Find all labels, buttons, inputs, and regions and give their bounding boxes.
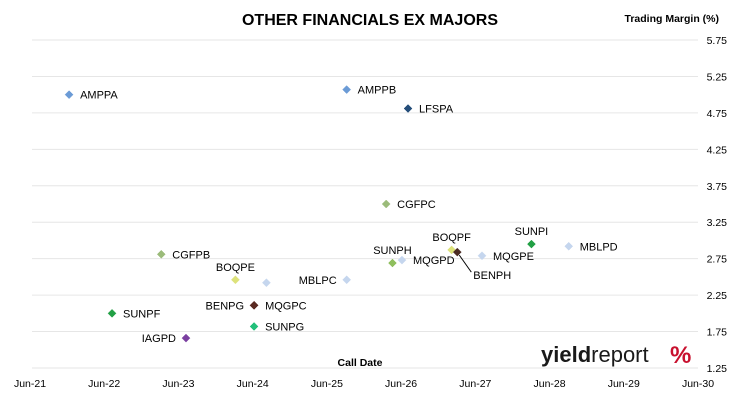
x-tick-label: Jun-28 bbox=[534, 378, 566, 390]
data-point-label: CGFPC bbox=[397, 199, 436, 211]
y-tick-label: 4.25 bbox=[707, 144, 728, 156]
data-point-marker bbox=[107, 308, 117, 318]
x-tick-label: Jun-22 bbox=[88, 378, 120, 390]
data-point-label: MQGPD bbox=[413, 255, 455, 267]
y-tick-label: 2.25 bbox=[707, 290, 728, 302]
x-tick-label: Jun-26 bbox=[385, 378, 417, 390]
data-point-label: BENPG bbox=[206, 300, 245, 312]
brand-percent-symbol: % bbox=[670, 342, 691, 369]
y-tick-label: 3.75 bbox=[707, 181, 728, 193]
data-point-marker bbox=[342, 85, 352, 94]
data-points: AMPPA AMPPB LFSPA CGFPC SUNPI MBLPD BOQPF BENPH… bbox=[64, 85, 618, 345]
yieldreport-logo: yieldreport % bbox=[541, 342, 691, 369]
data-point-marker bbox=[156, 249, 166, 259]
data-point-label: MQGPC bbox=[265, 300, 307, 312]
data-point-marker bbox=[477, 251, 487, 261]
data-point-marker bbox=[452, 247, 462, 257]
data-point-label: SUNPH bbox=[373, 245, 412, 257]
chart-title: OTHER FINANCIALS EX MAJORS bbox=[242, 12, 498, 29]
x-tick-label: Jun-25 bbox=[311, 378, 343, 390]
data-point-marker bbox=[249, 300, 259, 310]
data-point-label: LFSPA bbox=[419, 104, 454, 116]
y-tick-label: 5.75 bbox=[707, 35, 728, 47]
y-tick-label: 1.25 bbox=[707, 363, 728, 375]
y-tick-label: 2.75 bbox=[707, 254, 728, 266]
y-tick-label: 4.75 bbox=[707, 108, 728, 120]
data-point-label: SUNPG bbox=[265, 321, 304, 333]
data-point-marker bbox=[381, 199, 391, 209]
y-axis-label: Trading Margin (%) bbox=[625, 13, 720, 25]
data-point-marker bbox=[64, 90, 74, 100]
gridlines bbox=[32, 39, 698, 369]
data-point-label: BENPH bbox=[473, 270, 511, 282]
x-tick-label: Jun-30 bbox=[682, 378, 714, 390]
data-point-label: BOQPF bbox=[432, 232, 471, 244]
data-point-label: SUNPI bbox=[515, 226, 549, 238]
data-point-marker bbox=[181, 333, 191, 343]
y-tick-label: 1.75 bbox=[707, 327, 728, 339]
y-tick-label: 5.25 bbox=[707, 71, 728, 83]
label-leader-line bbox=[458, 254, 472, 273]
data-point-marker bbox=[249, 322, 259, 331]
brand-name-light: report bbox=[591, 342, 648, 367]
data-point-marker bbox=[527, 239, 536, 249]
x-tick-label: Jun-24 bbox=[237, 378, 269, 390]
data-point-label: AMPPA bbox=[80, 90, 118, 102]
brand-name-bold: yield bbox=[541, 342, 591, 367]
y-tick-labels: 1.25 1.75 2.25 2.75 3.25 3.75 4.25 4.75 5.25 5.75 bbox=[707, 35, 728, 375]
data-point-label: MQGPE bbox=[493, 251, 534, 263]
x-axis-label: Call Date bbox=[338, 357, 383, 369]
y-tick-label: 3.25 bbox=[707, 217, 728, 229]
data-point-label: MBLPD bbox=[580, 241, 618, 253]
data-point-marker bbox=[564, 241, 574, 251]
data-point-label: AMPPB bbox=[358, 85, 397, 97]
data-point-marker bbox=[397, 255, 407, 265]
data-point-marker bbox=[342, 275, 352, 285]
data-point-label: SUNPF bbox=[123, 308, 161, 320]
x-tick-label: Jun-23 bbox=[162, 378, 194, 390]
data-point-label: BOQPE bbox=[216, 262, 255, 274]
data-point-label: MBLPC bbox=[299, 275, 337, 287]
data-point-marker bbox=[262, 278, 271, 288]
data-point-marker bbox=[231, 275, 240, 285]
x-tick-label: Jun-21 bbox=[14, 378, 46, 390]
data-point-label: CGFPB bbox=[172, 249, 210, 261]
svg-text:yieldreport: yieldreport bbox=[541, 342, 649, 367]
x-tick-label: Jun-29 bbox=[608, 378, 640, 390]
data-point-marker bbox=[388, 258, 397, 268]
x-tick-labels: Jun-21 Jun-22 Jun-23 Jun-24 Jun-25 Jun-26 Jun-… bbox=[14, 378, 714, 390]
data-point-label: IAGPD bbox=[142, 333, 176, 345]
x-tick-label: Jun-27 bbox=[459, 378, 491, 390]
data-point-marker bbox=[403, 104, 413, 113]
